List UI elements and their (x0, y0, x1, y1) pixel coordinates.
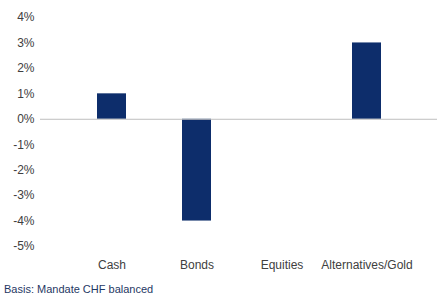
svg-text:-3%: -3% (13, 188, 35, 202)
svg-text:-2%: -2% (13, 163, 35, 177)
svg-text:Cash: Cash (98, 258, 126, 272)
html-text:Basis: Mandate CHF balanced: Basis: Mandate CHF balanced (4, 283, 154, 295)
svg-text:1%: 1% (17, 87, 35, 101)
svg-text:-4%: -4% (13, 214, 35, 228)
svg-text:Alternatives/Gold: Alternatives/Gold (321, 258, 412, 272)
svg-text:Bonds: Bonds (180, 258, 214, 272)
svg-text:2%: 2% (17, 61, 35, 75)
svg-text:Equities: Equities (261, 258, 304, 272)
svg-text:4%: 4% (17, 10, 35, 24)
svg-text:-5%: -5% (13, 239, 35, 253)
svg-text:0%: 0% (17, 112, 35, 126)
svg-text:-1%: -1% (13, 138, 35, 152)
svg-text:3%: 3% (17, 36, 35, 50)
